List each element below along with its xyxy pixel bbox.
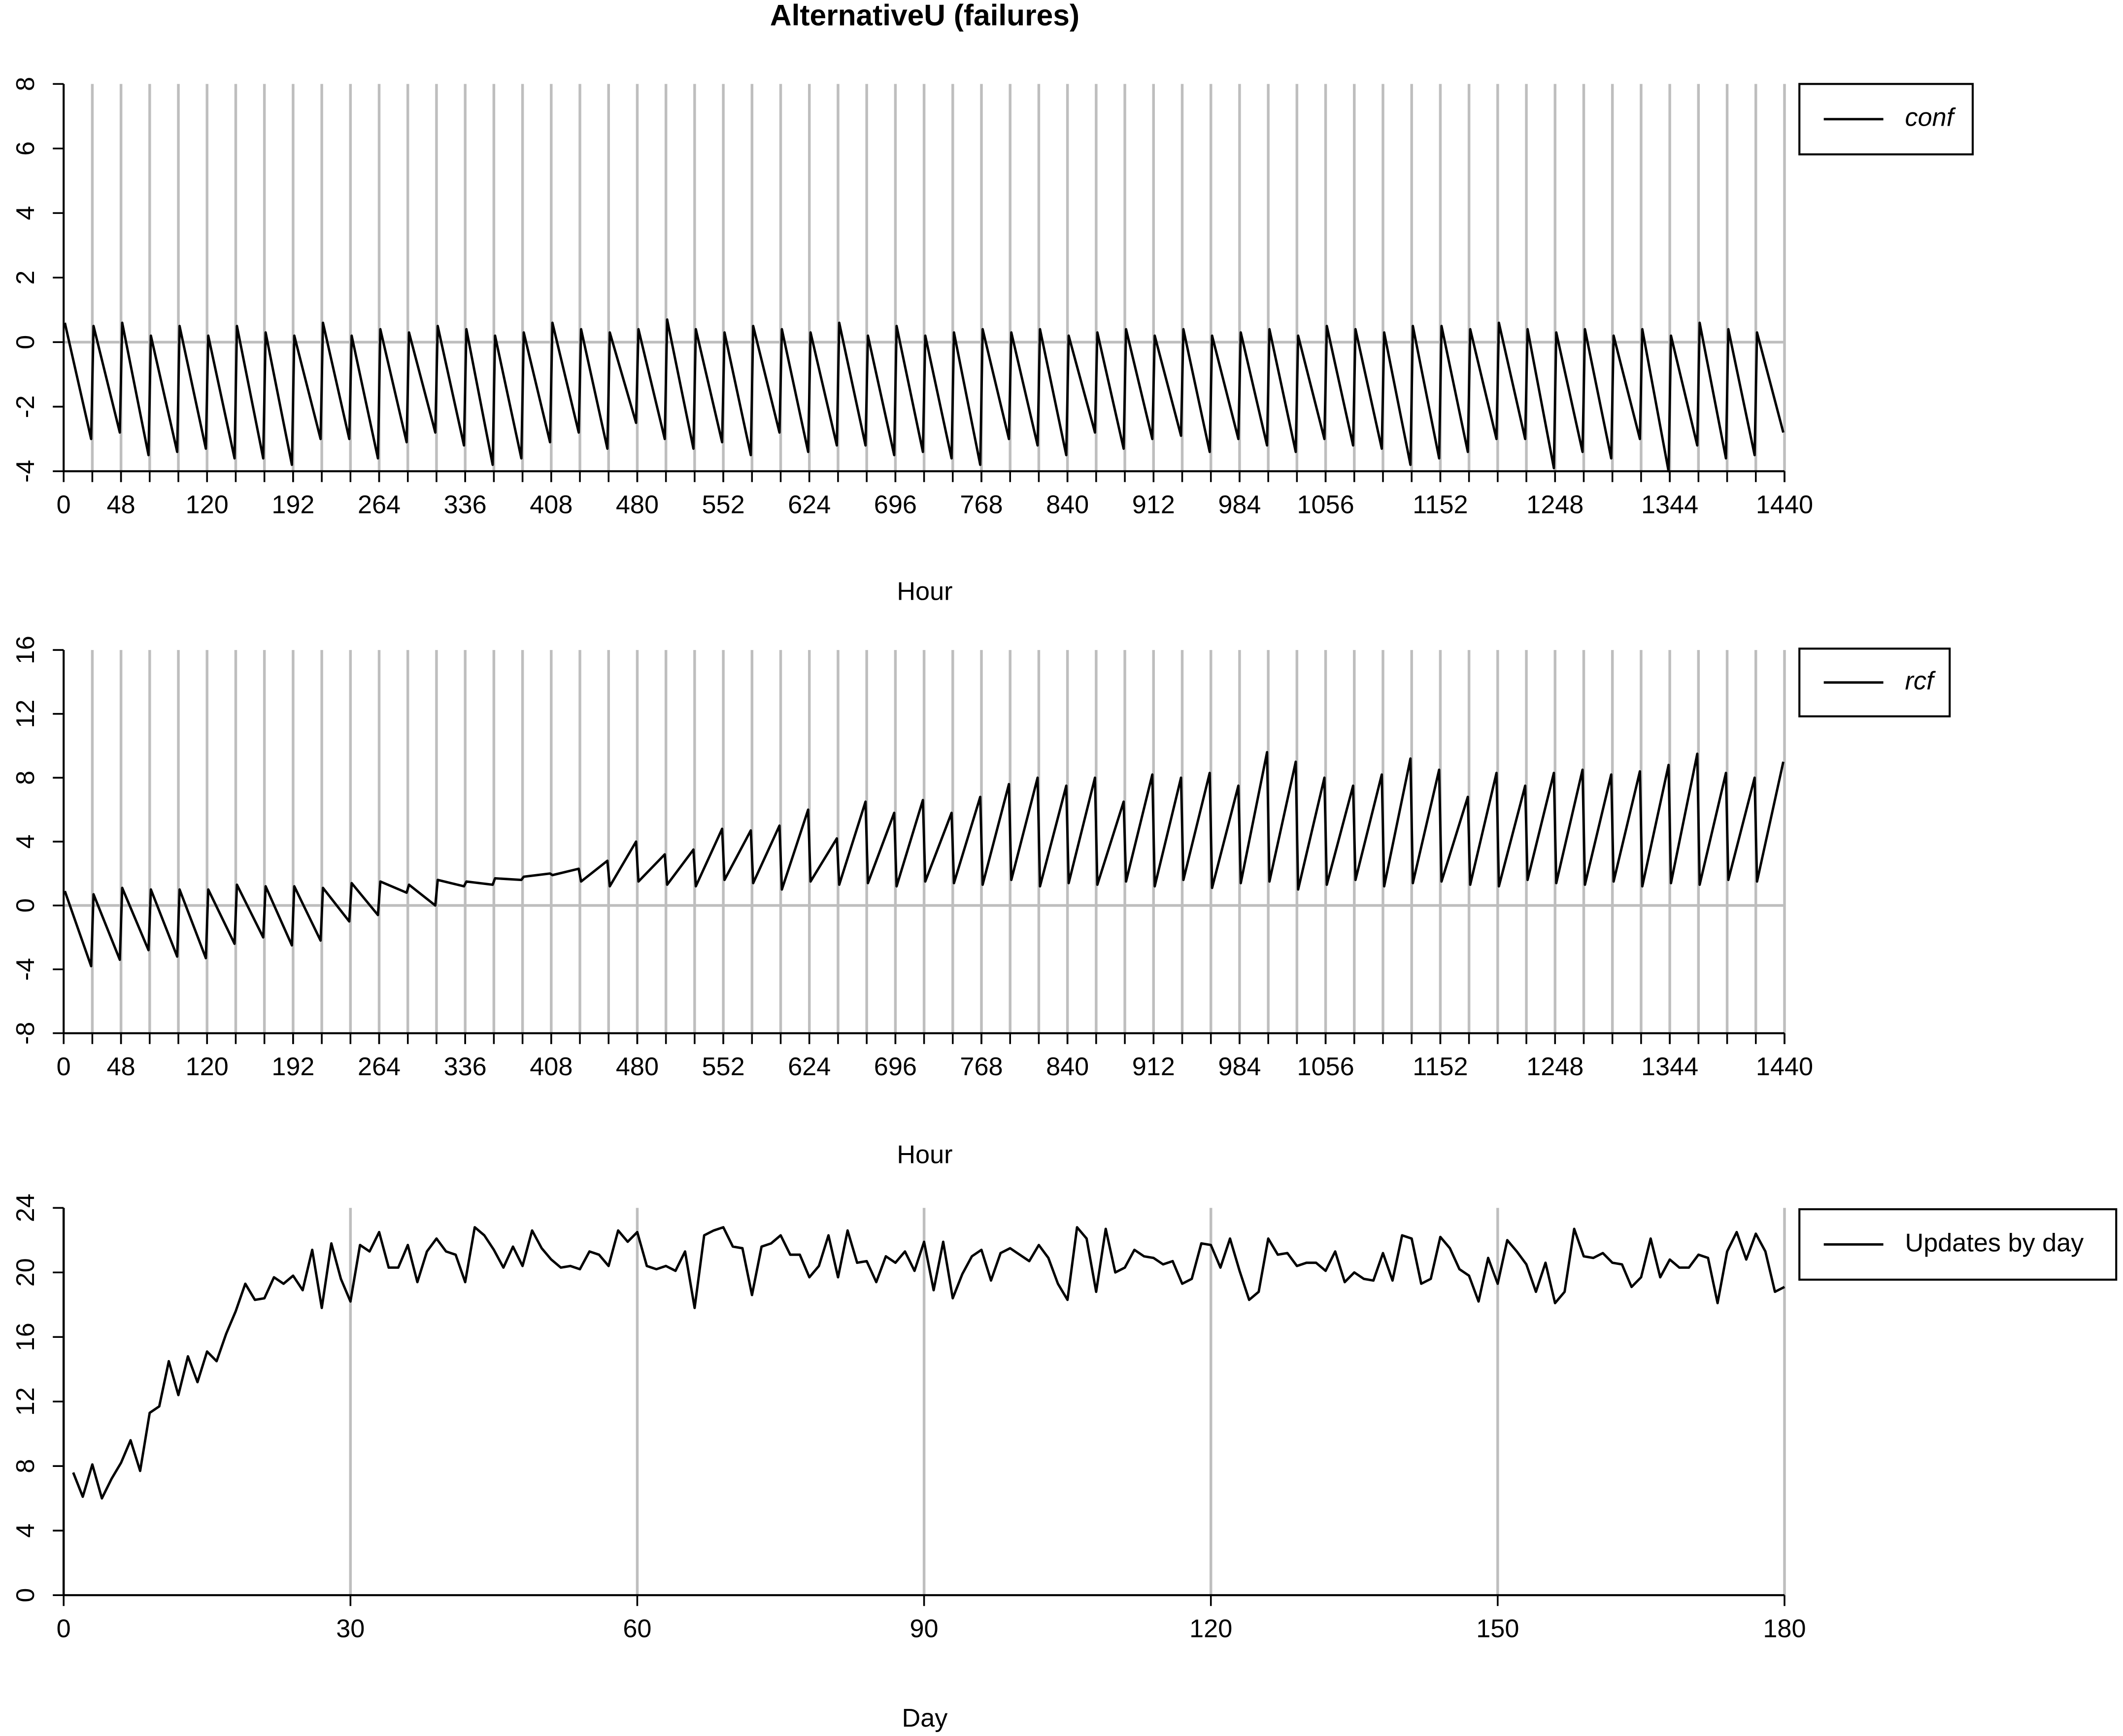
chart-title: AlternativeU (failures) (770, 0, 1079, 32)
x-tick-label: 180 (1763, 1614, 1806, 1643)
x-tick-label: 48 (107, 491, 135, 519)
y-tick-label: 20 (11, 1258, 40, 1287)
x-tick-label: 984 (1218, 491, 1261, 519)
y-tick-label: -8 (11, 1022, 40, 1045)
x-tick-label: 912 (1132, 1053, 1175, 1081)
y-tick-label: 24 (11, 1193, 40, 1222)
x-tick-label: 552 (702, 1053, 745, 1081)
y-tick-label: 16 (11, 636, 40, 664)
legend-label: conf (1905, 103, 1956, 132)
x-tick-label: 1152 (1413, 491, 1468, 519)
x-tick-label: 0 (57, 491, 71, 519)
x-tick-label: 336 (444, 1053, 487, 1081)
x-axis-label: Hour (897, 577, 952, 606)
y-tick-label: 12 (11, 700, 40, 728)
x-axis-label: Day (902, 1704, 948, 1733)
y-tick-label: 0 (11, 335, 40, 349)
x-axis-label: Hour (897, 1141, 952, 1169)
x-tick-label: 336 (444, 491, 487, 519)
x-tick-label: 120 (186, 491, 229, 519)
x-tick-label: 1344 (1641, 1053, 1698, 1081)
y-tick-label: 4 (11, 206, 40, 220)
y-tick-label: -2 (11, 395, 40, 418)
x-tick-label: 120 (1189, 1614, 1232, 1643)
x-tick-label: 768 (960, 491, 1003, 519)
x-tick-label: 624 (788, 1053, 831, 1081)
x-tick-label: 1248 (1526, 1053, 1584, 1081)
x-tick-label: 192 (271, 1053, 314, 1081)
x-tick-label: 1440 (1756, 1053, 1813, 1081)
x-tick-label: 90 (910, 1614, 939, 1643)
y-tick-label: 6 (11, 141, 40, 156)
legend-label: Updates by day (1905, 1228, 2084, 1257)
x-tick-label: 0 (57, 1053, 71, 1081)
x-tick-label: 1056 (1297, 1053, 1354, 1081)
x-tick-label: 120 (186, 1053, 229, 1081)
data-line (64, 750, 1785, 968)
y-tick-label: 16 (11, 1323, 40, 1351)
x-tick-label: 192 (271, 491, 314, 519)
x-tick-label: 1248 (1526, 491, 1584, 519)
x-tick-label: 150 (1476, 1614, 1519, 1643)
x-tick-label: 480 (616, 1053, 659, 1081)
y-tick-label: -4 (11, 958, 40, 981)
x-tick-label: 480 (616, 491, 659, 519)
y-tick-label: 0 (11, 898, 40, 913)
y-tick-label: 4 (11, 834, 40, 849)
x-tick-label: 840 (1046, 1053, 1089, 1081)
x-tick-label: 840 (1046, 491, 1089, 519)
x-tick-label: 408 (530, 491, 573, 519)
y-tick-label: -4 (11, 460, 40, 482)
x-tick-label: 264 (358, 491, 401, 519)
x-tick-label: 1440 (1756, 491, 1813, 519)
data-line (64, 318, 1785, 473)
y-tick-label: 8 (11, 77, 40, 91)
x-tick-label: 1056 (1297, 491, 1354, 519)
x-tick-label: 264 (358, 1053, 401, 1081)
x-tick-label: 1344 (1641, 491, 1698, 519)
x-tick-label: 0 (57, 1614, 71, 1643)
x-tick-label: 60 (623, 1614, 651, 1643)
x-tick-label: 408 (530, 1053, 573, 1081)
data-line (72, 1226, 1786, 1500)
y-tick-label: 2 (11, 271, 40, 285)
x-tick-label: 30 (336, 1614, 365, 1643)
y-tick-label: 4 (11, 1524, 40, 1538)
y-tick-label: 8 (11, 771, 40, 785)
y-tick-label: 0 (11, 1588, 40, 1602)
y-tick-label: 8 (11, 1459, 40, 1473)
x-tick-label: 696 (874, 491, 917, 519)
x-tick-label: 696 (874, 1053, 917, 1081)
x-tick-label: 552 (702, 491, 745, 519)
x-tick-label: 912 (1132, 491, 1175, 519)
x-tick-label: 624 (788, 491, 831, 519)
y-tick-label: 12 (11, 1387, 40, 1416)
x-tick-label: 1152 (1413, 1053, 1468, 1081)
x-tick-label: 984 (1218, 1053, 1261, 1081)
legend-label: rcf (1905, 667, 1936, 695)
x-tick-label: 768 (960, 1053, 1003, 1081)
x-tick-label: 48 (107, 1053, 135, 1081)
